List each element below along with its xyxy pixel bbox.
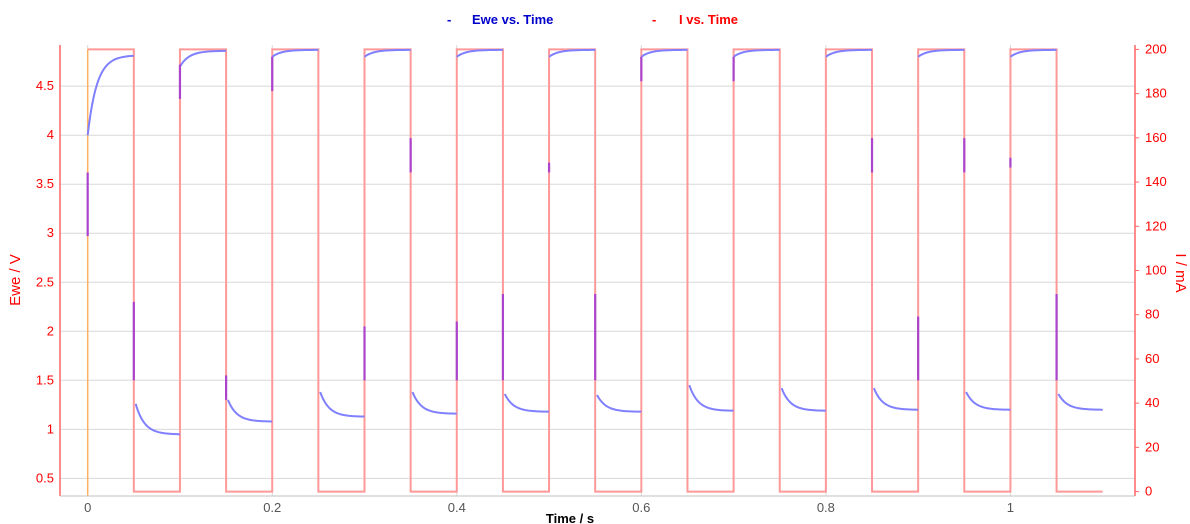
y-right-tick-label: 80 [1145,307,1159,322]
y-left-tick-label: 2 [47,323,54,338]
y-right-tick-label: 0 [1145,484,1152,499]
y-left-tick-label: 1.5 [36,372,54,387]
ewe-rest-segment [227,399,273,423]
ewe-rest-segment [872,387,919,411]
y-right-tick-label: 120 [1145,218,1167,233]
x-tick-label: 0.8 [817,500,835,515]
ewe-charge-segment [363,48,411,58]
ewe-rest-segment [411,391,457,415]
y-right-tick-label: 40 [1145,395,1159,410]
y-right-tick-label: 160 [1145,130,1167,145]
ewe-charge-segment [917,48,965,58]
ewe-charge-segment [733,48,780,58]
ewe-rest-segment [596,394,642,413]
x-tick-label: 0.6 [632,500,650,515]
y-right-tick-label: 200 [1145,41,1167,56]
current-series [86,48,1103,496]
y-right-tick-label: 60 [1145,351,1159,366]
y-right-tick-label: 180 [1145,86,1167,101]
ewe-charge-segment [548,48,596,58]
ewe-rest-segment [134,403,180,436]
y-right-axis-title: I / mA [1172,253,1189,292]
x-tick-label: 0 [84,500,91,515]
ewe-rest-segment [503,393,550,413]
ewe-rest-segment [780,387,826,412]
x-tick-label: 1 [1007,500,1014,515]
ewe-charge-segment [825,48,873,58]
legend-current-label: I vs. Time [679,12,738,27]
y-left-tick-label: 4.5 [36,78,54,93]
legend-ewe-label: Ewe vs. Time [472,12,553,27]
ewe-charge-segment [86,54,134,136]
legend-ewe-marker: - [447,12,451,27]
ewe-rest-segment [688,384,734,412]
y-right-tick-label: 100 [1145,263,1167,278]
ewe-rest-segment [1057,393,1103,411]
grid [60,45,1135,496]
ewe-charge-segment [271,48,319,58]
legend-current-marker: - [652,12,656,27]
axes: 0.5 1 1.5 2 2.5 3 3.5 4 4.5 0 20 40 60 80 100 120 140 160… [36,41,1167,515]
y-right-tick-label: 20 [1145,439,1159,454]
y-left-tick-label: 4 [47,127,54,142]
ewe-charge-segment [1009,48,1057,58]
y-left-axis-title: Ewe / V [7,254,24,306]
y-left-tick-label: 2.5 [36,274,54,289]
ewe-series [86,48,1103,436]
ewe-charge-segment [456,48,503,58]
x-tick-label: 0.2 [263,500,281,515]
y-left-tick-label: 3 [47,225,54,240]
ewe-rest-segment [965,391,1011,411]
ewe-charge-segment [640,48,688,58]
x-tick-label: 0.4 [448,500,466,515]
x-axis-title: Time / s [546,511,594,524]
legend: - Ewe vs. Time - I vs. Time [447,12,738,27]
y-left-tick-label: 0.5 [36,470,54,485]
y-right-tick-label: 140 [1145,174,1167,189]
ewe-charge-segment [179,49,227,68]
current-line [87,48,1103,493]
y-left-tick-label: 1 [47,421,54,436]
y-left-tick-label: 3.5 [36,176,54,191]
ewe-rest-segment [319,391,365,418]
